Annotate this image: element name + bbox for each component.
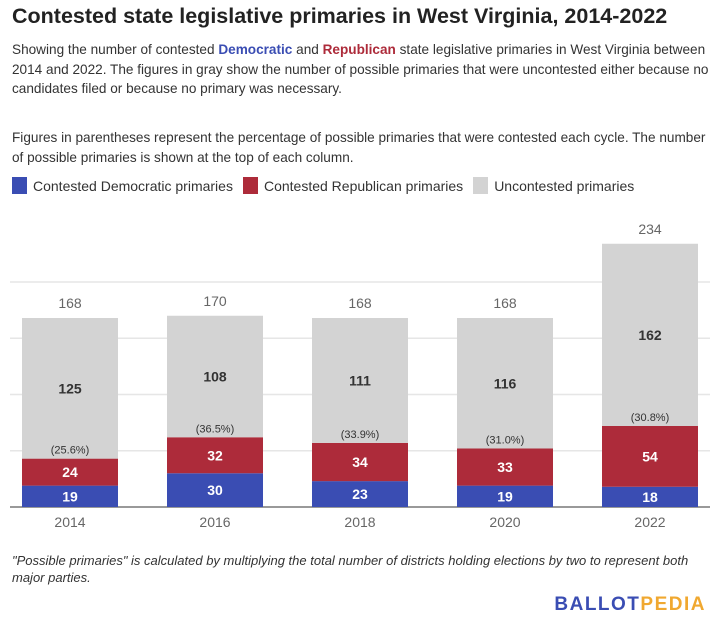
bar-segment [457,485,553,507]
x-tick-label: 2016 [199,514,230,530]
bar-segment [312,442,408,482]
bar-segment [22,485,118,507]
legend-item: Contested Democratic primaries [12,177,233,194]
data-label: 54 [642,448,658,464]
desc-republican: Republican [322,42,396,57]
footnote: "Possible primaries" is calculated by mu… [12,553,689,585]
ballotpedia-logo: BALLOTPEDIA [554,594,706,615]
legend-label: Contested Democratic primaries [33,177,233,194]
percent-label: (33.9%) [341,429,380,441]
x-tick-label: 2020 [489,514,520,530]
legend-item: Uncontested primaries [473,177,634,194]
bar-chart: 19 24 125 (25.6%) 168 2014 30 32 108 (36.5%) 170 20… [10,221,710,530]
description: Showing the number of contested Democrat… [12,40,712,99]
legend-label: Contested Republican primaries [263,177,464,194]
chart-title: Contested state legislative primaries in… [12,4,668,28]
desc-democratic: Democratic [218,42,293,57]
data-label: 116 [494,375,517,391]
bar-segment [167,437,263,474]
data-label: 19 [62,488,78,504]
percent-label: (25.6%) [51,445,90,457]
bar-segment [457,318,553,449]
total-label: 168 [58,295,82,311]
legend-swatch [12,177,27,194]
bar-segment [602,486,698,507]
legend-item: Contested Republican primaries [242,177,464,194]
bar-segment [312,481,408,507]
data-label: 125 [58,380,82,396]
percent-label: (31.0%) [486,435,525,447]
total-label: 168 [493,295,517,311]
data-label: 162 [638,327,662,343]
x-tick-label: 2018 [344,514,375,530]
data-label: 23 [352,486,368,502]
total-label: 234 [638,221,662,237]
x-tick-label: 2014 [54,514,85,530]
description-note: Figures in parentheses represent the per… [12,130,706,165]
data-label: 30 [207,482,223,498]
bar-segment [167,473,263,507]
total-label: 170 [203,293,227,309]
bar-segment [22,458,118,486]
desc-text: state legislative primaries in West Virg… [12,42,709,96]
bar-segment [457,448,553,486]
bar-segment [312,318,408,443]
data-label: 34 [352,454,368,470]
desc-text: Showing the number of contested [12,42,219,57]
legend-swatch [473,177,489,194]
percent-label: (36.5%) [196,423,235,435]
legend-swatch [242,177,258,194]
data-label: 108 [203,369,227,385]
data-label: 24 [62,464,78,480]
data-label: 32 [207,447,223,463]
data-label: 111 [349,372,371,388]
x-tick-label: 2022 [634,514,665,530]
percent-label: (30.8%) [631,412,670,424]
data-label: 33 [497,459,513,475]
total-label: 168 [348,295,372,311]
bar-segment [167,315,263,438]
bar-segment [602,426,698,487]
legend: Contested Democratic primaries Contested … [12,177,634,194]
data-label: 18 [642,489,658,505]
legend-label: Uncontested primaries [494,177,635,194]
desc-text: and [292,42,323,57]
data-label: 19 [497,488,513,504]
bar-segment [22,318,118,459]
bar-segment [602,243,698,426]
